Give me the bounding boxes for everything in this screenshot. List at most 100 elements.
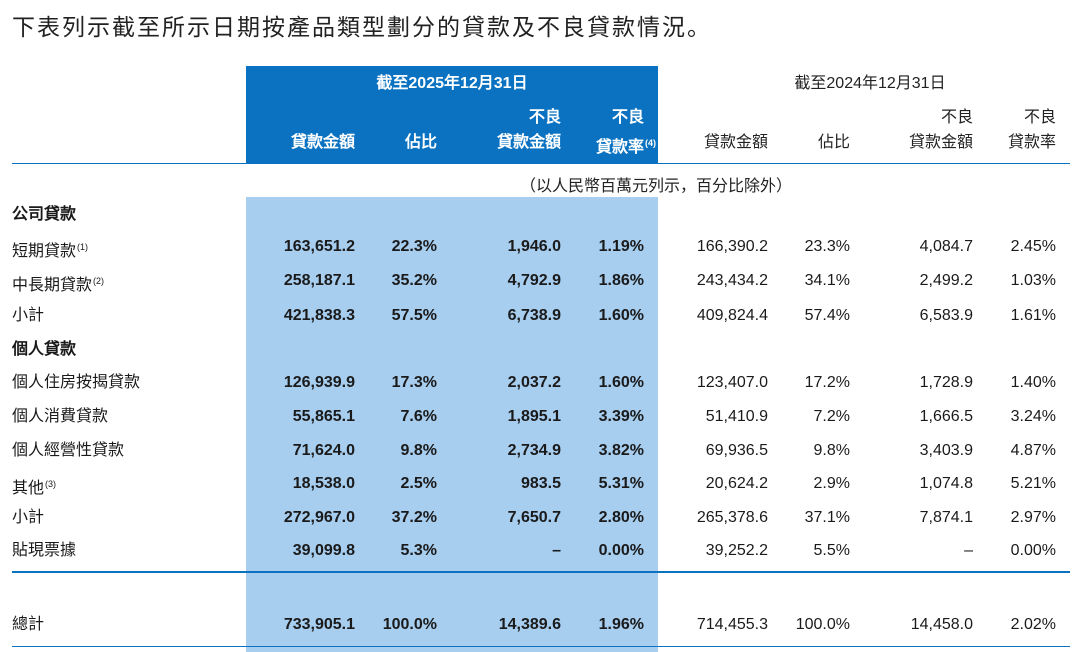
- unit-note: （以人民幣百萬元列示，百分比除外）: [520, 178, 793, 195]
- value-2025-npl-amount: 7,650.7: [507, 509, 561, 526]
- value-2024-loan-amount: 409,824.4: [696, 307, 768, 324]
- value-2025-loan-amount: 258,187.1: [283, 272, 355, 289]
- value-2025-npl-ratio: 0.00%: [598, 542, 644, 559]
- value-2024-npl-amount: –: [964, 542, 973, 559]
- value-2024-npl-amount: 1,666.5: [919, 408, 973, 425]
- value-2025-loan-amount: 39,099.8: [292, 542, 355, 559]
- value-2025-loan-amount: 71,624.0: [292, 442, 355, 459]
- value-2025-share: 2.5%: [400, 475, 437, 492]
- total-2025-npl-amount: 14,389.6: [498, 616, 561, 633]
- value-2025-npl-amount: 983.5: [520, 475, 561, 492]
- col-loan-amount-2024: 貸款金額: [703, 134, 768, 151]
- value-2025-share: 5.3%: [400, 542, 437, 559]
- value-2024-loan-amount: 39,252.2: [705, 542, 768, 559]
- total-2025-loan-amount: 733,905.1: [283, 616, 355, 633]
- value-2025-npl-ratio: 1.19%: [598, 238, 644, 255]
- total-2024-loan-amount: 714,455.3: [696, 616, 768, 633]
- header-divider: [12, 163, 1070, 164]
- value-2024-npl-amount: 7,874.1: [919, 509, 973, 526]
- total-label: 總計: [12, 616, 45, 633]
- value-2025-loan-amount: 18,538.0: [292, 475, 355, 492]
- footnote-marker: (2): [93, 276, 105, 286]
- footnote-marker: (1): [77, 242, 89, 252]
- row-label: 個人住房按揭貸款: [12, 374, 141, 391]
- value-2025-npl-ratio: 2.80%: [598, 509, 644, 526]
- value-2025-share: 9.8%: [400, 442, 437, 459]
- value-2025-share: 57.5%: [391, 307, 437, 324]
- value-2025-share: 17.3%: [391, 374, 437, 391]
- section-heading: 公司貸款: [12, 206, 77, 223]
- value-2025-npl-amount: –: [552, 542, 561, 559]
- col-npl-ratio-2024-top: 不良: [1023, 109, 1056, 126]
- value-2025-npl-ratio: 1.60%: [598, 307, 644, 324]
- value-2025-npl-amount: 4,792.9: [507, 272, 561, 289]
- value-2024-npl-ratio: 1.61%: [1010, 307, 1056, 324]
- value-2025-share: 35.2%: [391, 272, 437, 289]
- value-2024-npl-ratio: 2.45%: [1010, 238, 1056, 255]
- total-divider: [12, 571, 1070, 573]
- bottom-rule: [12, 646, 1070, 647]
- row-label: 貼現票據: [12, 542, 77, 559]
- value-2025-npl-ratio: 5.31%: [598, 475, 644, 492]
- value-2024-share: 2.9%: [813, 475, 850, 492]
- value-2024-npl-amount: 1,074.8: [919, 475, 973, 492]
- col-npl-amount-2024-bottom: 貸款金額: [908, 134, 973, 151]
- period-2025-heading: 截至2025年12月31日: [376, 75, 528, 92]
- value-2024-share: 9.8%: [813, 442, 850, 459]
- period-2024-heading: 截至2024年12月31日: [794, 75, 946, 92]
- value-2024-npl-amount: 2,499.2: [919, 272, 973, 289]
- value-2024-npl-amount: 3,403.9: [919, 442, 973, 459]
- value-2024-loan-amount: 265,378.6: [696, 509, 768, 526]
- value-2024-loan-amount: 123,407.0: [696, 374, 768, 391]
- col-npl-amount-2025-top: 不良: [528, 109, 561, 126]
- value-2025-npl-amount: 2,037.2: [507, 374, 561, 391]
- col-npl-amount-2025-bottom: 貸款金額: [496, 134, 561, 151]
- value-2025-loan-amount: 421,838.3: [283, 307, 355, 324]
- value-2025-npl-ratio: 1.60%: [598, 374, 644, 391]
- value-2024-share: 57.4%: [804, 307, 850, 324]
- total-2024-share: 100.0%: [795, 616, 850, 633]
- col-npl-ratio-2025-bottom: 貸款率(4): [595, 138, 656, 156]
- col-loan-amount-2025: 貸款金額: [290, 134, 355, 151]
- body-band-2025: [246, 197, 658, 652]
- footnote-marker: (3): [45, 479, 57, 489]
- section-heading: 個人貸款: [12, 341, 77, 358]
- value-2025-loan-amount: 126,939.9: [283, 374, 355, 391]
- value-2024-npl-amount: 6,583.9: [919, 307, 973, 324]
- value-2025-npl-amount: 6,738.9: [507, 307, 561, 324]
- value-2024-loan-amount: 166,390.2: [696, 238, 768, 255]
- total-2024-npl-amount: 14,458.0: [910, 616, 973, 633]
- value-2025-npl-ratio: 3.39%: [598, 408, 644, 425]
- value-2025-loan-amount: 272,967.0: [283, 509, 355, 526]
- value-2025-share: 7.6%: [400, 408, 437, 425]
- total-2025-share: 100.0%: [382, 616, 437, 633]
- col-share-2025: 佔比: [404, 134, 437, 151]
- row-label: 短期貸款(1): [12, 242, 89, 260]
- value-2024-npl-ratio: 4.87%: [1010, 442, 1056, 459]
- row-label: 小計: [12, 307, 45, 324]
- value-2024-share: 17.2%: [804, 374, 850, 391]
- value-2024-loan-amount: 69,936.5: [705, 442, 768, 459]
- row-label: 其他(3): [12, 479, 57, 497]
- value-2025-npl-amount: 2,734.9: [507, 442, 561, 459]
- value-2025-share: 37.2%: [391, 509, 437, 526]
- value-2024-loan-amount: 243,434.2: [696, 272, 768, 289]
- value-2025-npl-amount: 1,895.1: [507, 408, 561, 425]
- value-2024-npl-ratio: 0.00%: [1010, 542, 1056, 559]
- col-npl-ratio-2024-bottom: 貸款率: [1007, 134, 1056, 151]
- header-band-2025: [246, 66, 658, 163]
- value-2024-loan-amount: 51,410.9: [705, 408, 768, 425]
- value-2025-loan-amount: 55,865.1: [292, 408, 355, 425]
- value-2024-npl-ratio: 2.97%: [1010, 509, 1056, 526]
- row-label: 個人消費貸款: [12, 408, 109, 425]
- value-2024-share: 37.1%: [804, 509, 850, 526]
- col-npl-ratio-2025-top: 不良: [611, 109, 644, 126]
- value-2024-share: 34.1%: [804, 272, 850, 289]
- value-2024-share: 7.2%: [813, 408, 850, 425]
- value-2024-npl-ratio: 1.40%: [1010, 374, 1056, 391]
- value-2025-npl-amount: 1,946.0: [507, 238, 561, 255]
- row-label: 小計: [12, 509, 45, 526]
- value-2024-npl-ratio: 3.24%: [1010, 408, 1056, 425]
- intro-text: 下表列示截至所示日期按產品類型劃分的貸款及不良貸款情況。: [12, 14, 712, 40]
- value-2025-npl-ratio: 1.86%: [598, 272, 644, 289]
